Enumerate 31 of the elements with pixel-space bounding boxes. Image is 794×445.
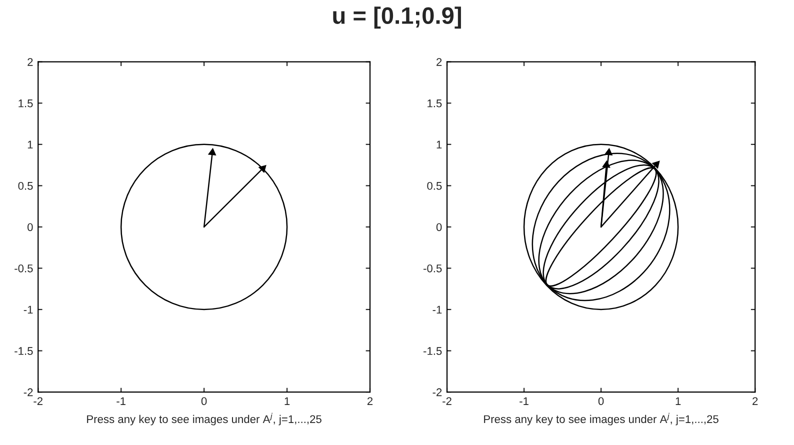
y-tick-label: 0.5 — [18, 182, 33, 190]
y-tick-label: -2 — [432, 388, 442, 396]
x-tick-label: 1 — [676, 397, 681, 405]
y-tick-label: 1.5 — [18, 100, 33, 108]
y-tick-label: 1 — [436, 140, 442, 148]
x-axis-title: Press any key to see images under A$^{j}$, j=1,...,25 — [87, 412, 322, 426]
y-tick-label: 0.5 — [427, 182, 442, 190]
x-tick-label: 1 — [284, 397, 290, 405]
x-tick-label: 0 — [201, 397, 207, 406]
y-tick-label: 0 — [28, 223, 33, 232]
x-tick-label: -1 — [520, 397, 528, 405]
x-tick-label: -2 — [442, 397, 452, 405]
y-tick-label: -1 — [24, 306, 33, 314]
y-tick-label: -1 — [432, 306, 442, 314]
y-tick-label: -0.5 — [14, 264, 33, 272]
y-tick-label: 0 — [436, 223, 442, 232]
x-tick-label: 2 — [752, 397, 758, 405]
x-tick-label: -1 — [116, 397, 126, 405]
y-tick-label: -2 — [24, 388, 33, 396]
y-tick-label: 2 — [28, 58, 33, 66]
y-tick-label: -0.5 — [424, 264, 442, 272]
y-tick-label: -1.5 — [14, 347, 33, 355]
x-tick-label: -2 — [34, 397, 42, 405]
x-axis-title: Press any key to see images under A$^{j}$, j=1,...,25 — [484, 412, 718, 426]
y-tick-label: -1.5 — [424, 347, 442, 355]
chart-title: u = [0.1;0.9] — [333, 6, 461, 29]
y-tick-label: 1 — [28, 140, 33, 148]
x-tick-label: 2 — [367, 397, 373, 405]
y-tick-label: 2 — [436, 58, 442, 66]
x-tick-label: 0 — [598, 397, 604, 406]
y-tick-label: 1.5 — [428, 100, 442, 108]
